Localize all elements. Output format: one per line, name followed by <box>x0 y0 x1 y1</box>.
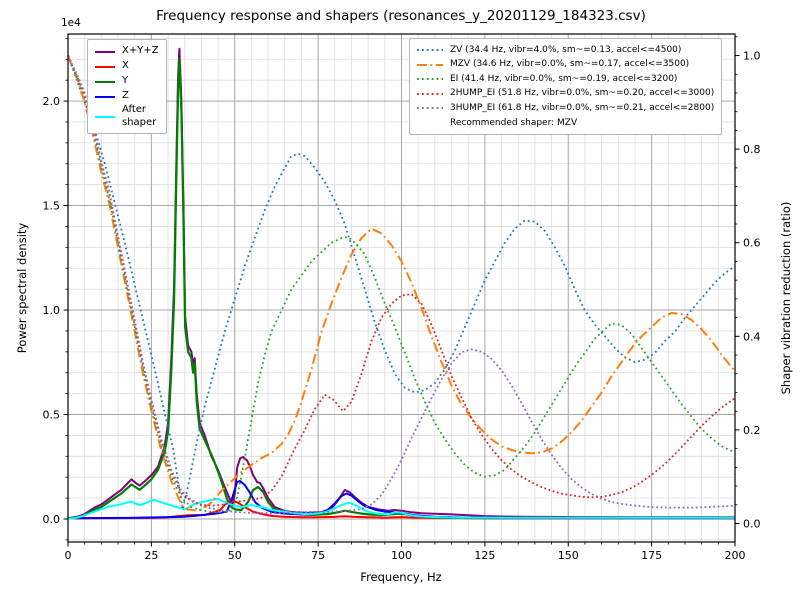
x-tick-label: 50 <box>228 549 242 562</box>
legend-entry-label: X <box>122 60 129 72</box>
y-right-tick-label: 0.0 <box>743 518 761 531</box>
legend-entry: 2HUMP_EI (51.8 Hz, vibr=0.0%, sm~=0.20, … <box>416 87 714 102</box>
series-line-3HUMP-EI <box>67 55 736 515</box>
y-right-tick-label: 0.8 <box>743 143 761 156</box>
legend-entry-label: 2HUMP_EI (51.8 Hz, vibr=0.0%, sm~=0.20, … <box>450 88 715 99</box>
series-line-After-shaper <box>67 498 735 520</box>
x-tick-label: 25 <box>144 549 158 562</box>
legend-entry-label: MZV (34.6 Hz, vibr=0.0%, sm~=0.17, accel… <box>450 59 690 70</box>
series-line-MZV <box>67 55 736 512</box>
y-left-tick-label: 2.0 <box>43 95 61 108</box>
y-left-tick-label: 0.0 <box>43 513 61 526</box>
chart-title: Frequency response and shapers (resonanc… <box>156 8 646 24</box>
y-right-tick-label: 0.6 <box>743 237 761 250</box>
y-left-tick-label: 1.5 <box>43 200 61 213</box>
x-tick-label: 100 <box>391 549 412 562</box>
legend-entry: 3HUMP_EI (61.8 Hz, vibr=0.0%, sm~=0.21, … <box>416 101 714 116</box>
legend-swatch <box>417 107 443 110</box>
legend-swatch <box>95 80 115 83</box>
y-left-tick-label: 0.5 <box>43 409 61 422</box>
legend-entry-label: Z <box>122 90 129 102</box>
legend-entry: EI (41.4 Hz, vibr=0.0%, sm~=0.19, accel<… <box>416 72 714 87</box>
legend-entry: ZV (34.4 Hz, vibr=4.0%, sm~=0.13, accel<… <box>416 43 714 58</box>
x-tick-label: 175 <box>641 549 662 562</box>
legend-swatch <box>417 49 443 52</box>
legend-swatch <box>95 95 115 98</box>
legend-entry-label: X+Y+Z <box>122 45 159 57</box>
legend-swatch <box>95 115 115 118</box>
y-right-tick-label: 1.0 <box>743 50 761 63</box>
y-right-tick-label: 0.4 <box>743 330 761 343</box>
x-tick-label: 150 <box>558 549 579 562</box>
series-line-X-Y-Z <box>67 47 735 520</box>
legend-swatch <box>417 63 443 66</box>
x-axis-label: Frequency, Hz <box>360 570 442 584</box>
legend-shapers: ZV (34.4 Hz, vibr=4.0%, sm~=0.13, accel<… <box>409 38 723 135</box>
legend-swatch <box>95 65 115 68</box>
legend-psd: X+Y+Z X Y Z After shaper <box>87 39 167 134</box>
series-line-Y <box>67 58 735 520</box>
legend-entry-label: Y <box>122 75 129 87</box>
y-axis-right-label: Shaper vibration reduction (ratio) <box>779 201 793 395</box>
x-tick-label: 0 <box>65 549 72 562</box>
y-right-tick-label: 0.2 <box>743 424 761 437</box>
x-tick-label: 200 <box>725 549 746 562</box>
legend-entry: X <box>94 59 159 74</box>
legend-entry-label: After shaper <box>122 104 157 128</box>
y-axis-offset-label: 1e4 <box>61 17 81 29</box>
legend-swatch <box>95 50 115 53</box>
legend-entry-label: 3HUMP_EI (61.8 Hz, vibr=0.0%, sm~=0.21, … <box>450 102 715 113</box>
legend-entry: Y <box>94 74 159 89</box>
legend-entry: X+Y+Z <box>94 44 159 59</box>
legend-swatch <box>417 92 443 95</box>
x-tick-label: 75 <box>311 549 325 562</box>
y-left-tick-label: 1.0 <box>43 304 61 317</box>
legend-entry-label: EI (41.4 Hz, vibr=0.0%, sm~=0.19, accel<… <box>450 73 678 84</box>
legend-entry-label: ZV (34.4 Hz, vibr=4.0%, sm~=0.13, accel<… <box>450 44 682 55</box>
series-line-ZV <box>67 55 736 511</box>
y-axis-left-label: Power spectral density <box>15 222 29 354</box>
legend-recommended-shaper: Recommended shaper: MZV <box>450 117 578 128</box>
legend-entry: After shaper <box>94 104 159 129</box>
legend-entry: MZV (34.6 Hz, vibr=0.0%, sm~=0.17, accel… <box>416 58 714 73</box>
x-tick-label: 125 <box>474 549 495 562</box>
legend-swatch <box>417 78 443 81</box>
legend-entry: Z <box>94 89 159 104</box>
